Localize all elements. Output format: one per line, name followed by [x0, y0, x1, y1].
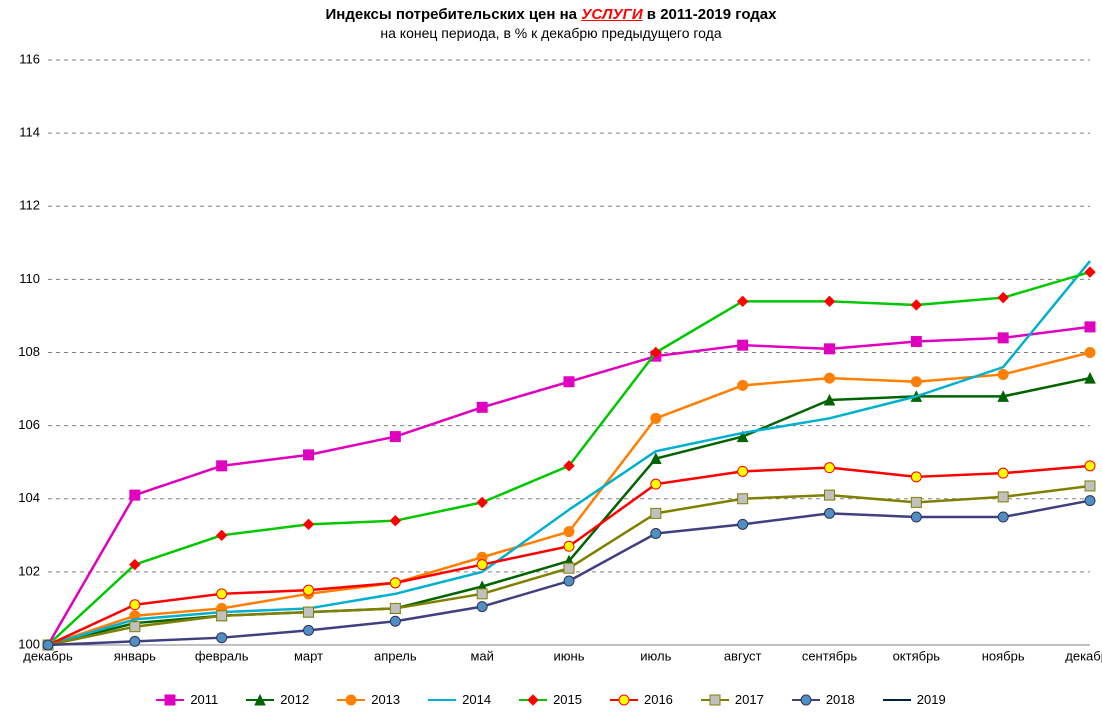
y-axis-label: 110: [19, 271, 40, 286]
y-axis-label: 116: [19, 51, 40, 66]
legend-swatch-line: [701, 699, 729, 701]
series-2017: [43, 481, 1095, 650]
legend-swatch-marker: [709, 694, 721, 706]
legend-item-2016: 2016: [610, 692, 673, 707]
legend-item-2014: 2014: [428, 692, 491, 707]
legend-item-2017: 2017: [701, 692, 764, 707]
legend-swatch-marker: [891, 694, 903, 706]
chart-svg: 100102104106108110112114116декабрьянварь…: [0, 0, 1102, 715]
x-axis-label: июль: [640, 649, 671, 664]
legend-swatch-line: [519, 699, 547, 701]
legend-label: 2019: [917, 692, 946, 707]
legend-swatch-line: [337, 699, 365, 701]
legend-swatch-marker: [618, 694, 630, 706]
legend-label: 2011: [190, 692, 218, 707]
x-axis-label: август: [724, 649, 762, 664]
x-axis-label: декабрь: [23, 649, 73, 664]
x-axis-label: октябрь: [893, 649, 941, 664]
legend-swatch-marker: [254, 694, 266, 706]
series-2015: [43, 267, 1095, 650]
legend-swatch-marker: [164, 694, 176, 706]
y-axis-label: 114: [19, 125, 40, 140]
legend-swatch-line: [792, 699, 820, 701]
legend: 2011 2012 2013 2014 2015 2016 2017 2018 2019: [0, 692, 1102, 707]
legend-swatch-marker: [800, 694, 812, 706]
legend-swatch-marker: [527, 694, 539, 706]
legend-swatch-line: [246, 699, 274, 701]
legend-item-2018: 2018: [792, 692, 855, 707]
legend-label: 2014: [462, 692, 491, 707]
x-axis-label: январь: [114, 649, 156, 664]
x-axis-label: апрель: [374, 649, 417, 664]
legend-item-2019: 2019: [883, 692, 946, 707]
y-axis-label: 106: [18, 417, 40, 432]
series-2012: [43, 373, 1095, 650]
y-axis-label: 102: [18, 563, 40, 578]
x-axis-label: июнь: [554, 649, 585, 664]
y-axis-label: 104: [18, 490, 40, 505]
legend-label: 2018: [826, 692, 855, 707]
x-axis-label: май: [470, 649, 493, 664]
legend-label: 2013: [371, 692, 400, 707]
y-axis-label: 108: [18, 344, 40, 359]
y-axis-label: 112: [19, 198, 40, 213]
x-axis-label: декабрь: [1065, 649, 1102, 664]
legend-label: 2012: [280, 692, 309, 707]
legend-item-2011: 2011: [156, 692, 218, 707]
legend-label: 2017: [735, 692, 764, 707]
legend-swatch-line: [428, 699, 456, 701]
legend-item-2012: 2012: [246, 692, 309, 707]
legend-swatch-line: [610, 699, 638, 701]
series-2014: [48, 261, 1090, 645]
legend-swatch-marker: [436, 694, 448, 706]
chart-container: Индексы потребительских цен на УСЛУГИ в …: [0, 0, 1102, 715]
x-axis-label: ноябрь: [982, 649, 1025, 664]
series-2011: [43, 322, 1095, 650]
legend-item-2013: 2013: [337, 692, 400, 707]
legend-swatch-line: [156, 699, 184, 701]
legend-swatch-marker: [345, 694, 357, 706]
legend-label: 2016: [644, 692, 673, 707]
legend-item-2015: 2015: [519, 692, 582, 707]
legend-swatch-line: [883, 699, 911, 701]
legend-label: 2015: [553, 692, 582, 707]
x-axis-label: сентябрь: [802, 649, 858, 664]
x-axis-label: февраль: [195, 649, 249, 664]
x-axis-label: март: [294, 649, 323, 664]
